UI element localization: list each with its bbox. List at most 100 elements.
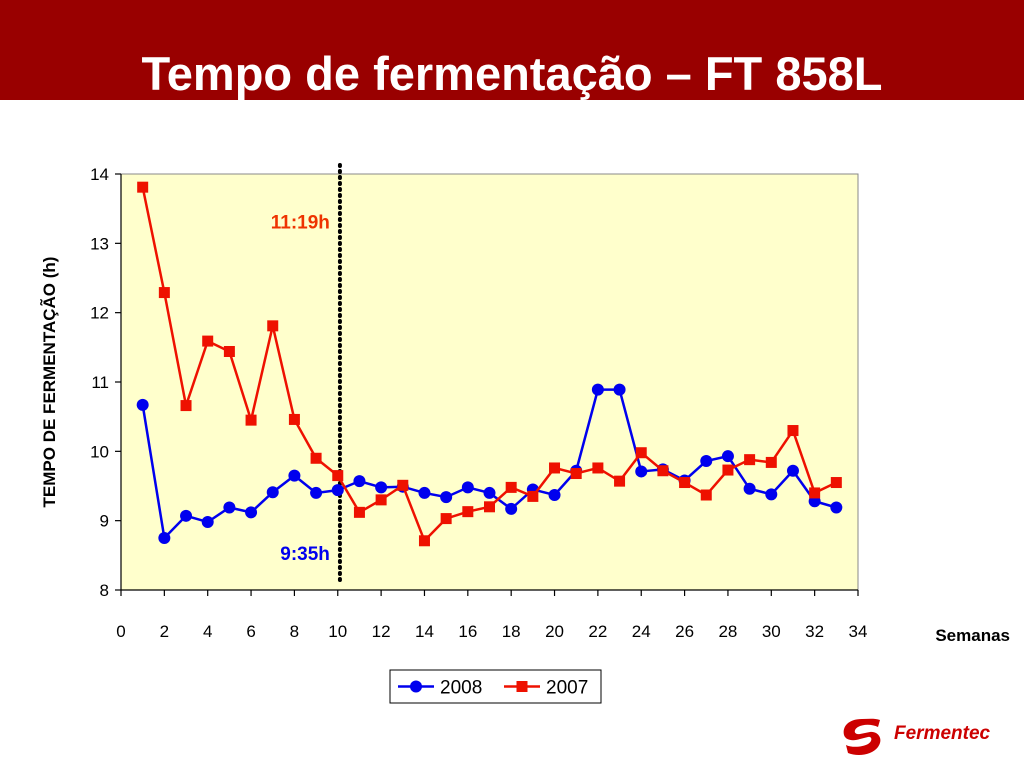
- point-2008: [440, 491, 453, 504]
- x-tick-label: 20: [545, 622, 564, 641]
- x-tick-label: 0: [116, 622, 125, 641]
- point-2007: [549, 462, 561, 474]
- point-2008: [591, 383, 604, 396]
- point-2008: [375, 481, 388, 494]
- point-2007: [462, 506, 474, 518]
- point-2008: [548, 489, 561, 502]
- point-2007: [527, 490, 539, 502]
- point-2007: [202, 335, 214, 347]
- y-tick-label: 11: [91, 373, 109, 392]
- point-2008: [613, 383, 626, 396]
- point-2008: [461, 481, 474, 494]
- point-2008: [700, 455, 713, 468]
- point-2007: [397, 479, 409, 491]
- y-tick-label: 9: [100, 512, 109, 531]
- logo-text: Fermentec: [894, 723, 991, 744]
- y-tick-label: 14: [90, 165, 109, 184]
- point-2007: [267, 320, 279, 332]
- point-2007: [787, 425, 799, 437]
- x-tick-label: 16: [458, 622, 477, 641]
- point-2007: [809, 487, 821, 499]
- point-2007: [353, 506, 365, 518]
- point-2008: [266, 486, 279, 499]
- point-2007: [830, 477, 842, 489]
- point-2008: [353, 475, 366, 488]
- header-band: [0, 0, 1024, 100]
- fermentec-logo: Fermentec: [838, 715, 1018, 759]
- legend-label-2008: 2008: [440, 678, 482, 699]
- y-tick-label: 12: [90, 304, 109, 323]
- point-2008: [743, 482, 756, 495]
- point-2007: [505, 481, 517, 493]
- point-2008: [786, 464, 799, 477]
- point-2008: [765, 488, 778, 501]
- point-2007: [722, 464, 734, 476]
- x-tick-label: 2: [160, 622, 169, 641]
- x-tick-label: 8: [290, 622, 299, 641]
- point-2007: [657, 465, 669, 477]
- point-2007: [679, 477, 691, 489]
- point-2008: [223, 501, 236, 514]
- point-2008: [158, 532, 171, 544]
- point-2007: [288, 413, 300, 425]
- y-tick-label: 8: [100, 581, 109, 600]
- x-tick-label: 30: [762, 622, 781, 641]
- point-2008: [331, 484, 344, 497]
- fermentec-logo-icon: [843, 718, 881, 755]
- slide-title: Tempo de fermentação – FT 858L: [141, 47, 883, 100]
- x-tick-label: 24: [632, 622, 651, 641]
- x-tick-label: 18: [502, 622, 521, 641]
- annotation-label: 11:19h: [271, 213, 330, 234]
- point-2007: [332, 470, 344, 482]
- point-2007: [418, 535, 430, 547]
- x-axis-label: Semanas: [935, 626, 1010, 645]
- x-tick-label: 34: [849, 622, 868, 641]
- x-tick-label: 14: [415, 622, 434, 641]
- point-2007: [635, 447, 647, 459]
- annotation-label: 9:35h: [280, 544, 330, 565]
- point-2008: [505, 502, 518, 515]
- point-2007: [744, 454, 756, 466]
- point-2007: [223, 345, 235, 357]
- point-2008: [201, 516, 214, 529]
- x-tick-label: 10: [328, 622, 347, 641]
- point-2007: [245, 414, 257, 426]
- point-2008: [245, 506, 258, 519]
- point-2007: [137, 181, 149, 193]
- point-2007: [440, 513, 452, 525]
- point-2007: [484, 501, 495, 513]
- plot-area: [120, 173, 859, 591]
- x-tick-label: 12: [372, 622, 391, 641]
- point-2007: [592, 462, 604, 474]
- point-2008: [483, 486, 496, 499]
- y-axis-label: TEMPO DE FERMENTAÇÃO (h): [39, 257, 59, 508]
- x-tick-label: 4: [203, 622, 212, 641]
- point-2007: [700, 489, 712, 501]
- x-tick-label: 32: [805, 622, 824, 641]
- point-2008: [830, 501, 843, 514]
- point-2008: [418, 486, 431, 499]
- y-tick-label: 10: [90, 442, 109, 461]
- point-2007: [310, 452, 322, 464]
- point-2008: [635, 465, 648, 478]
- point-2007: [158, 287, 170, 299]
- x-tick-label: 28: [718, 622, 737, 641]
- x-tick-label: 26: [675, 622, 694, 641]
- legend-label-2007: 2007: [546, 678, 588, 699]
- point-2007: [375, 494, 387, 506]
- point-2007: [765, 456, 777, 468]
- x-tick-label: 6: [246, 622, 255, 641]
- point-2008: [288, 469, 301, 482]
- point-2007: [570, 468, 582, 480]
- x-tick-label: 22: [588, 622, 607, 641]
- point-2007: [180, 400, 192, 412]
- point-2008: [310, 486, 323, 499]
- point-2007: [614, 475, 626, 487]
- legend-marker-2008: [410, 680, 422, 693]
- point-2008: [180, 509, 193, 522]
- point-2008: [721, 450, 734, 463]
- y-tick-label: 13: [90, 234, 109, 253]
- legend-marker-2007: [516, 681, 528, 692]
- point-2008: [136, 398, 149, 411]
